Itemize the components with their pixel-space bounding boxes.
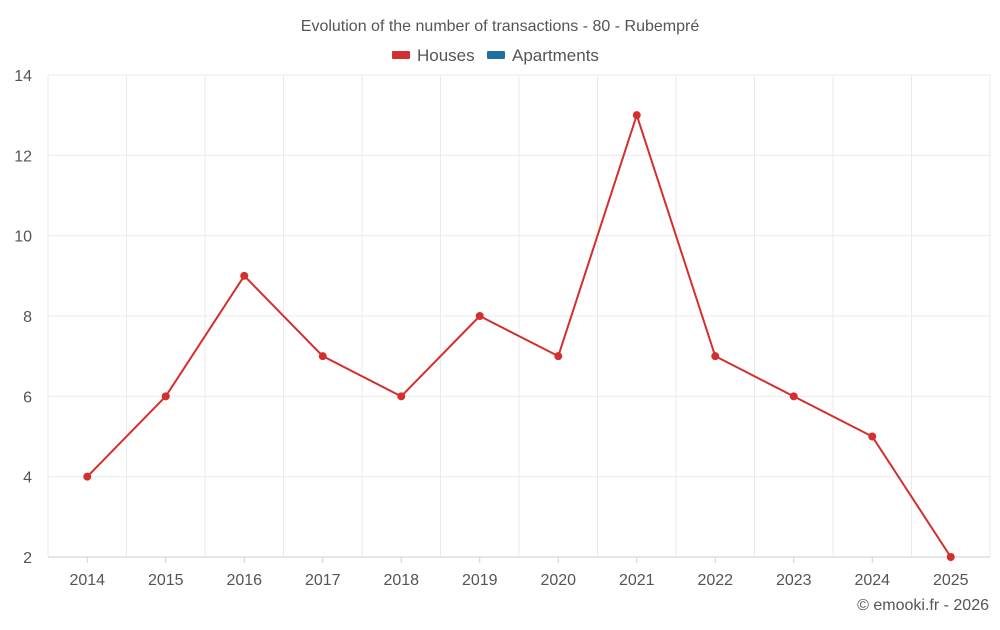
- series-layer: [83, 111, 955, 561]
- data-point-houses-2020[interactable]: [554, 352, 563, 361]
- legend-item-apartments[interactable]: Apartments: [487, 46, 599, 65]
- data-point-houses-2014[interactable]: [83, 472, 92, 481]
- legend: Houses Apartments: [392, 46, 599, 65]
- x-tick-label: 2019: [462, 572, 498, 589]
- y-tick-label: 10: [14, 229, 32, 246]
- legend-label-apartments: Apartments: [512, 46, 599, 65]
- data-point-houses-2025[interactable]: [946, 553, 955, 561]
- x-tick-label: 2016: [226, 572, 262, 589]
- x-tick-label: 2022: [697, 572, 733, 589]
- x-tick-label: 2020: [540, 572, 576, 589]
- x-axis-ticks: 2014 2015 2016 2017 2018 2019 2020 2021 2022 2023…: [69, 557, 969, 589]
- legend-item-houses[interactable]: Houses: [392, 46, 475, 65]
- data-point-houses-2024[interactable]: [868, 432, 877, 441]
- x-tick-label: 2015: [148, 572, 184, 589]
- data-point-houses-2015[interactable]: [161, 392, 170, 401]
- y-tick-label: 2: [23, 550, 32, 567]
- data-point-houses-2021[interactable]: [632, 111, 641, 120]
- y-tick-label: 14: [14, 68, 32, 85]
- x-tick-label: 2024: [854, 572, 890, 589]
- x-tick-label: 2025: [933, 572, 969, 589]
- y-axis-ticks: 2 4 6 8 10 12 14: [14, 68, 32, 567]
- legend-swatch-apartments: [487, 51, 505, 59]
- y-tick-label: 6: [23, 389, 32, 406]
- grid-lines: [47, 74, 991, 557]
- legend-label-houses: Houses: [417, 46, 475, 65]
- credit-text: © emooki.fr - 2026: [857, 597, 989, 614]
- data-point-houses-2017[interactable]: [318, 352, 327, 361]
- y-tick-label: 4: [23, 470, 32, 487]
- series-line-houses: [86, 114, 952, 558]
- y-tick-label: 8: [23, 309, 32, 326]
- data-point-houses-2022[interactable]: [711, 352, 720, 361]
- x-tick-label: 2021: [619, 572, 655, 589]
- data-point-houses-2019[interactable]: [475, 312, 484, 320]
- x-tick-label: 2018: [383, 572, 419, 589]
- y-tick-label: 12: [14, 148, 32, 165]
- data-point-houses-2023[interactable]: [789, 392, 798, 401]
- chart-title: Evolution of the number of transactions …: [301, 18, 700, 35]
- x-tick-label: 2023: [776, 572, 812, 589]
- x-tick-label: 2014: [69, 572, 105, 589]
- data-point-houses-2018[interactable]: [397, 392, 406, 401]
- legend-swatch-houses: [392, 51, 410, 59]
- data-point-houses-2016[interactable]: [240, 271, 249, 280]
- x-tick-label: 2017: [305, 572, 341, 589]
